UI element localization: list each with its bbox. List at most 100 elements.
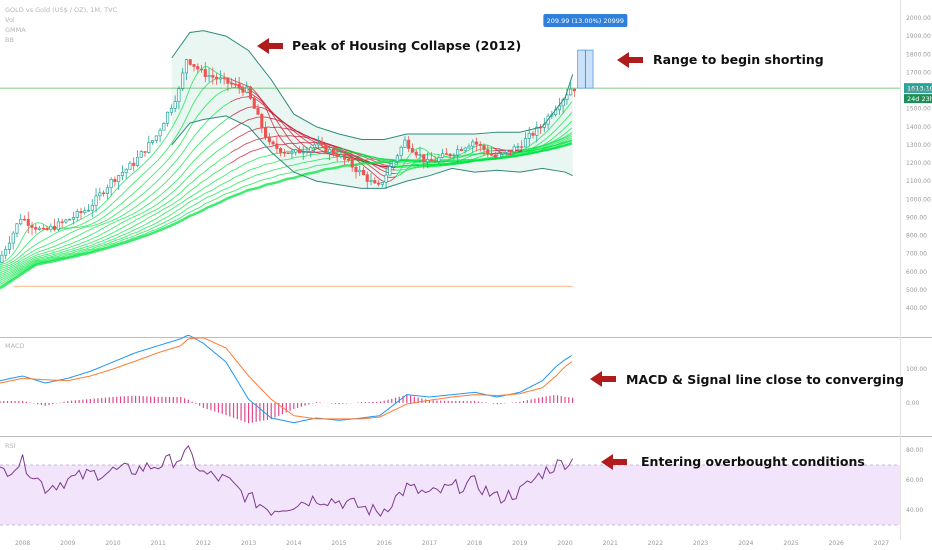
candle-body[interactable]	[49, 225, 53, 231]
candle-body[interactable]	[433, 160, 437, 163]
candle-body[interactable]	[0, 254, 4, 264]
candle-body[interactable]	[19, 218, 23, 225]
candle-body[interactable]	[399, 146, 403, 157]
candle-body[interactable]	[169, 108, 173, 113]
candle-body[interactable]	[264, 127, 268, 139]
candle-body[interactable]	[53, 225, 57, 230]
candle-body[interactable]	[425, 159, 430, 163]
candle-body[interactable]	[354, 166, 358, 173]
candle-body[interactable]	[305, 150, 309, 153]
candle-body[interactable]	[346, 159, 350, 161]
candle-body[interactable]	[328, 148, 332, 153]
candle-body[interactable]	[335, 153, 339, 157]
candle-body[interactable]	[309, 147, 313, 152]
candle-body[interactable]	[275, 143, 279, 149]
candle-body[interactable]	[410, 148, 415, 153]
candle-body[interactable]	[226, 77, 230, 84]
candle-body[interactable]	[151, 140, 155, 143]
candle-body[interactable]	[166, 111, 170, 124]
candle-body[interactable]	[369, 180, 373, 182]
signal-line[interactable]	[0, 337, 573, 420]
candle-body[interactable]	[437, 157, 441, 162]
candle-body[interactable]	[241, 87, 245, 93]
candle-body[interactable]	[230, 83, 234, 85]
candle-body[interactable]	[94, 195, 98, 206]
candle-body[interactable]	[248, 86, 253, 99]
candle-body[interactable]	[45, 228, 49, 231]
candle-body[interactable]	[11, 232, 15, 244]
candle-body[interactable]	[312, 144, 317, 148]
candle-body[interactable]	[535, 126, 539, 136]
candle-body[interactable]	[361, 169, 366, 176]
candle-body[interactable]	[516, 146, 520, 148]
candle-body[interactable]	[196, 66, 200, 70]
candle-body[interactable]	[482, 145, 486, 151]
candle-body[interactable]	[463, 147, 467, 151]
candle-body[interactable]	[60, 221, 64, 223]
candle-body[interactable]	[384, 174, 388, 183]
candle-body[interactable]	[505, 149, 509, 153]
candle-body[interactable]	[256, 108, 260, 115]
candle-body[interactable]	[429, 159, 433, 162]
candle-body[interactable]	[474, 141, 479, 145]
candle-body[interactable]	[260, 114, 264, 128]
candle-body[interactable]	[75, 211, 79, 218]
candle-body[interactable]	[422, 154, 426, 163]
candle-body[interactable]	[211, 75, 215, 78]
candle-body[interactable]	[207, 75, 211, 77]
candle-body[interactable]	[38, 227, 42, 230]
candle-body[interactable]	[557, 105, 561, 111]
candle-body[interactable]	[139, 151, 143, 158]
candle-body[interactable]	[30, 225, 34, 228]
macd-line[interactable]	[0, 334, 573, 424]
candle-body[interactable]	[135, 156, 140, 166]
bollinger-lower-line[interactable]	[171, 115, 573, 189]
candle-body[interactable]	[177, 88, 181, 102]
candle-body[interactable]	[497, 153, 501, 158]
candle-body[interactable]	[181, 72, 185, 90]
candle-body[interactable]	[279, 148, 283, 153]
candle-body[interactable]	[41, 227, 45, 230]
bollinger-upper-line[interactable]	[171, 30, 574, 140]
candle-body[interactable]	[105, 187, 109, 194]
candle-body[interactable]	[388, 166, 392, 176]
candle-body[interactable]	[90, 205, 94, 211]
candle-body[interactable]	[486, 149, 490, 155]
candle-body[interactable]	[162, 122, 166, 131]
candle-body[interactable]	[471, 141, 475, 147]
candle-body[interactable]	[343, 154, 347, 160]
candle-body[interactable]	[520, 146, 524, 148]
candle-body[interactable]	[237, 83, 241, 89]
candle-body[interactable]	[441, 153, 445, 158]
candle-body[interactable]	[490, 153, 494, 156]
candle-body[interactable]	[233, 83, 237, 86]
candle-body[interactable]	[26, 219, 30, 226]
candle-body[interactable]	[448, 153, 452, 157]
candle-body[interactable]	[456, 149, 460, 156]
candle-body[interactable]	[501, 151, 505, 155]
candle-body[interactable]	[188, 59, 192, 65]
candle-body[interactable]	[407, 139, 411, 149]
candle-body[interactable]	[98, 192, 102, 197]
candle-body[interactable]	[15, 223, 19, 234]
candle-body[interactable]	[324, 144, 328, 153]
candle-body[interactable]	[184, 59, 189, 74]
candle-body[interactable]	[71, 217, 76, 220]
candle-body[interactable]	[403, 139, 407, 148]
candle-body[interactable]	[128, 162, 132, 170]
candle-body[interactable]	[512, 146, 516, 153]
candle-body[interactable]	[531, 132, 535, 136]
candle-body[interactable]	[297, 149, 302, 154]
candle-body[interactable]	[199, 68, 204, 71]
candle-body[interactable]	[4, 249, 8, 256]
candle-body[interactable]	[523, 138, 528, 148]
candle-body[interactable]	[203, 69, 207, 77]
candle-body[interactable]	[508, 149, 512, 153]
candle-body[interactable]	[218, 77, 222, 80]
candle-body[interactable]	[294, 149, 298, 153]
candle-body[interactable]	[286, 152, 290, 155]
candle-body[interactable]	[109, 179, 113, 189]
candle-body[interactable]	[245, 86, 249, 93]
candle-body[interactable]	[215, 76, 219, 80]
candle-body[interactable]	[147, 142, 151, 153]
